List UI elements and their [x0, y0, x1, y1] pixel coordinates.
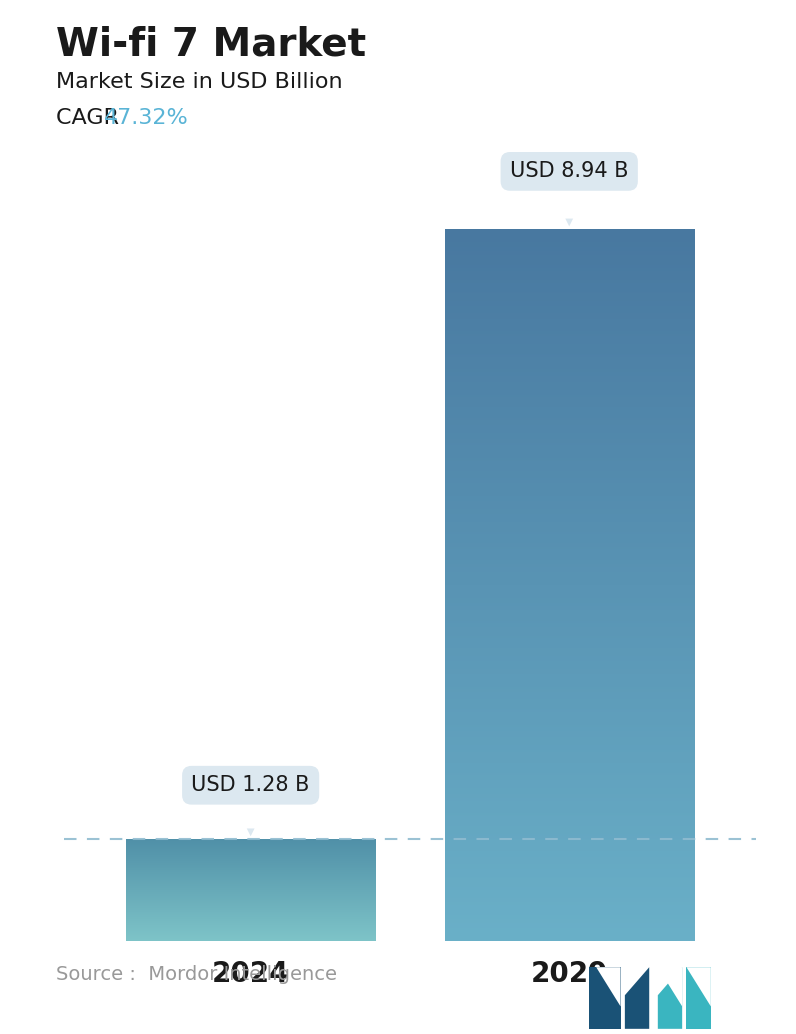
Polygon shape: [657, 967, 682, 1006]
Text: USD 1.28 B: USD 1.28 B: [192, 776, 310, 837]
Polygon shape: [657, 967, 682, 1029]
Polygon shape: [625, 967, 650, 1029]
Text: USD 8.94 B: USD 8.94 B: [510, 161, 629, 226]
Polygon shape: [686, 967, 711, 1006]
Polygon shape: [686, 967, 711, 1029]
Polygon shape: [596, 967, 621, 1006]
Text: Source :  Mordor Intelligence: Source : Mordor Intelligence: [56, 966, 337, 984]
Text: CAGR: CAGR: [56, 108, 126, 127]
Polygon shape: [589, 967, 621, 1029]
Text: Market Size in USD Billion: Market Size in USD Billion: [56, 72, 342, 92]
Text: 47.32%: 47.32%: [104, 108, 189, 127]
Text: Wi-fi 7 Market: Wi-fi 7 Market: [56, 26, 366, 64]
